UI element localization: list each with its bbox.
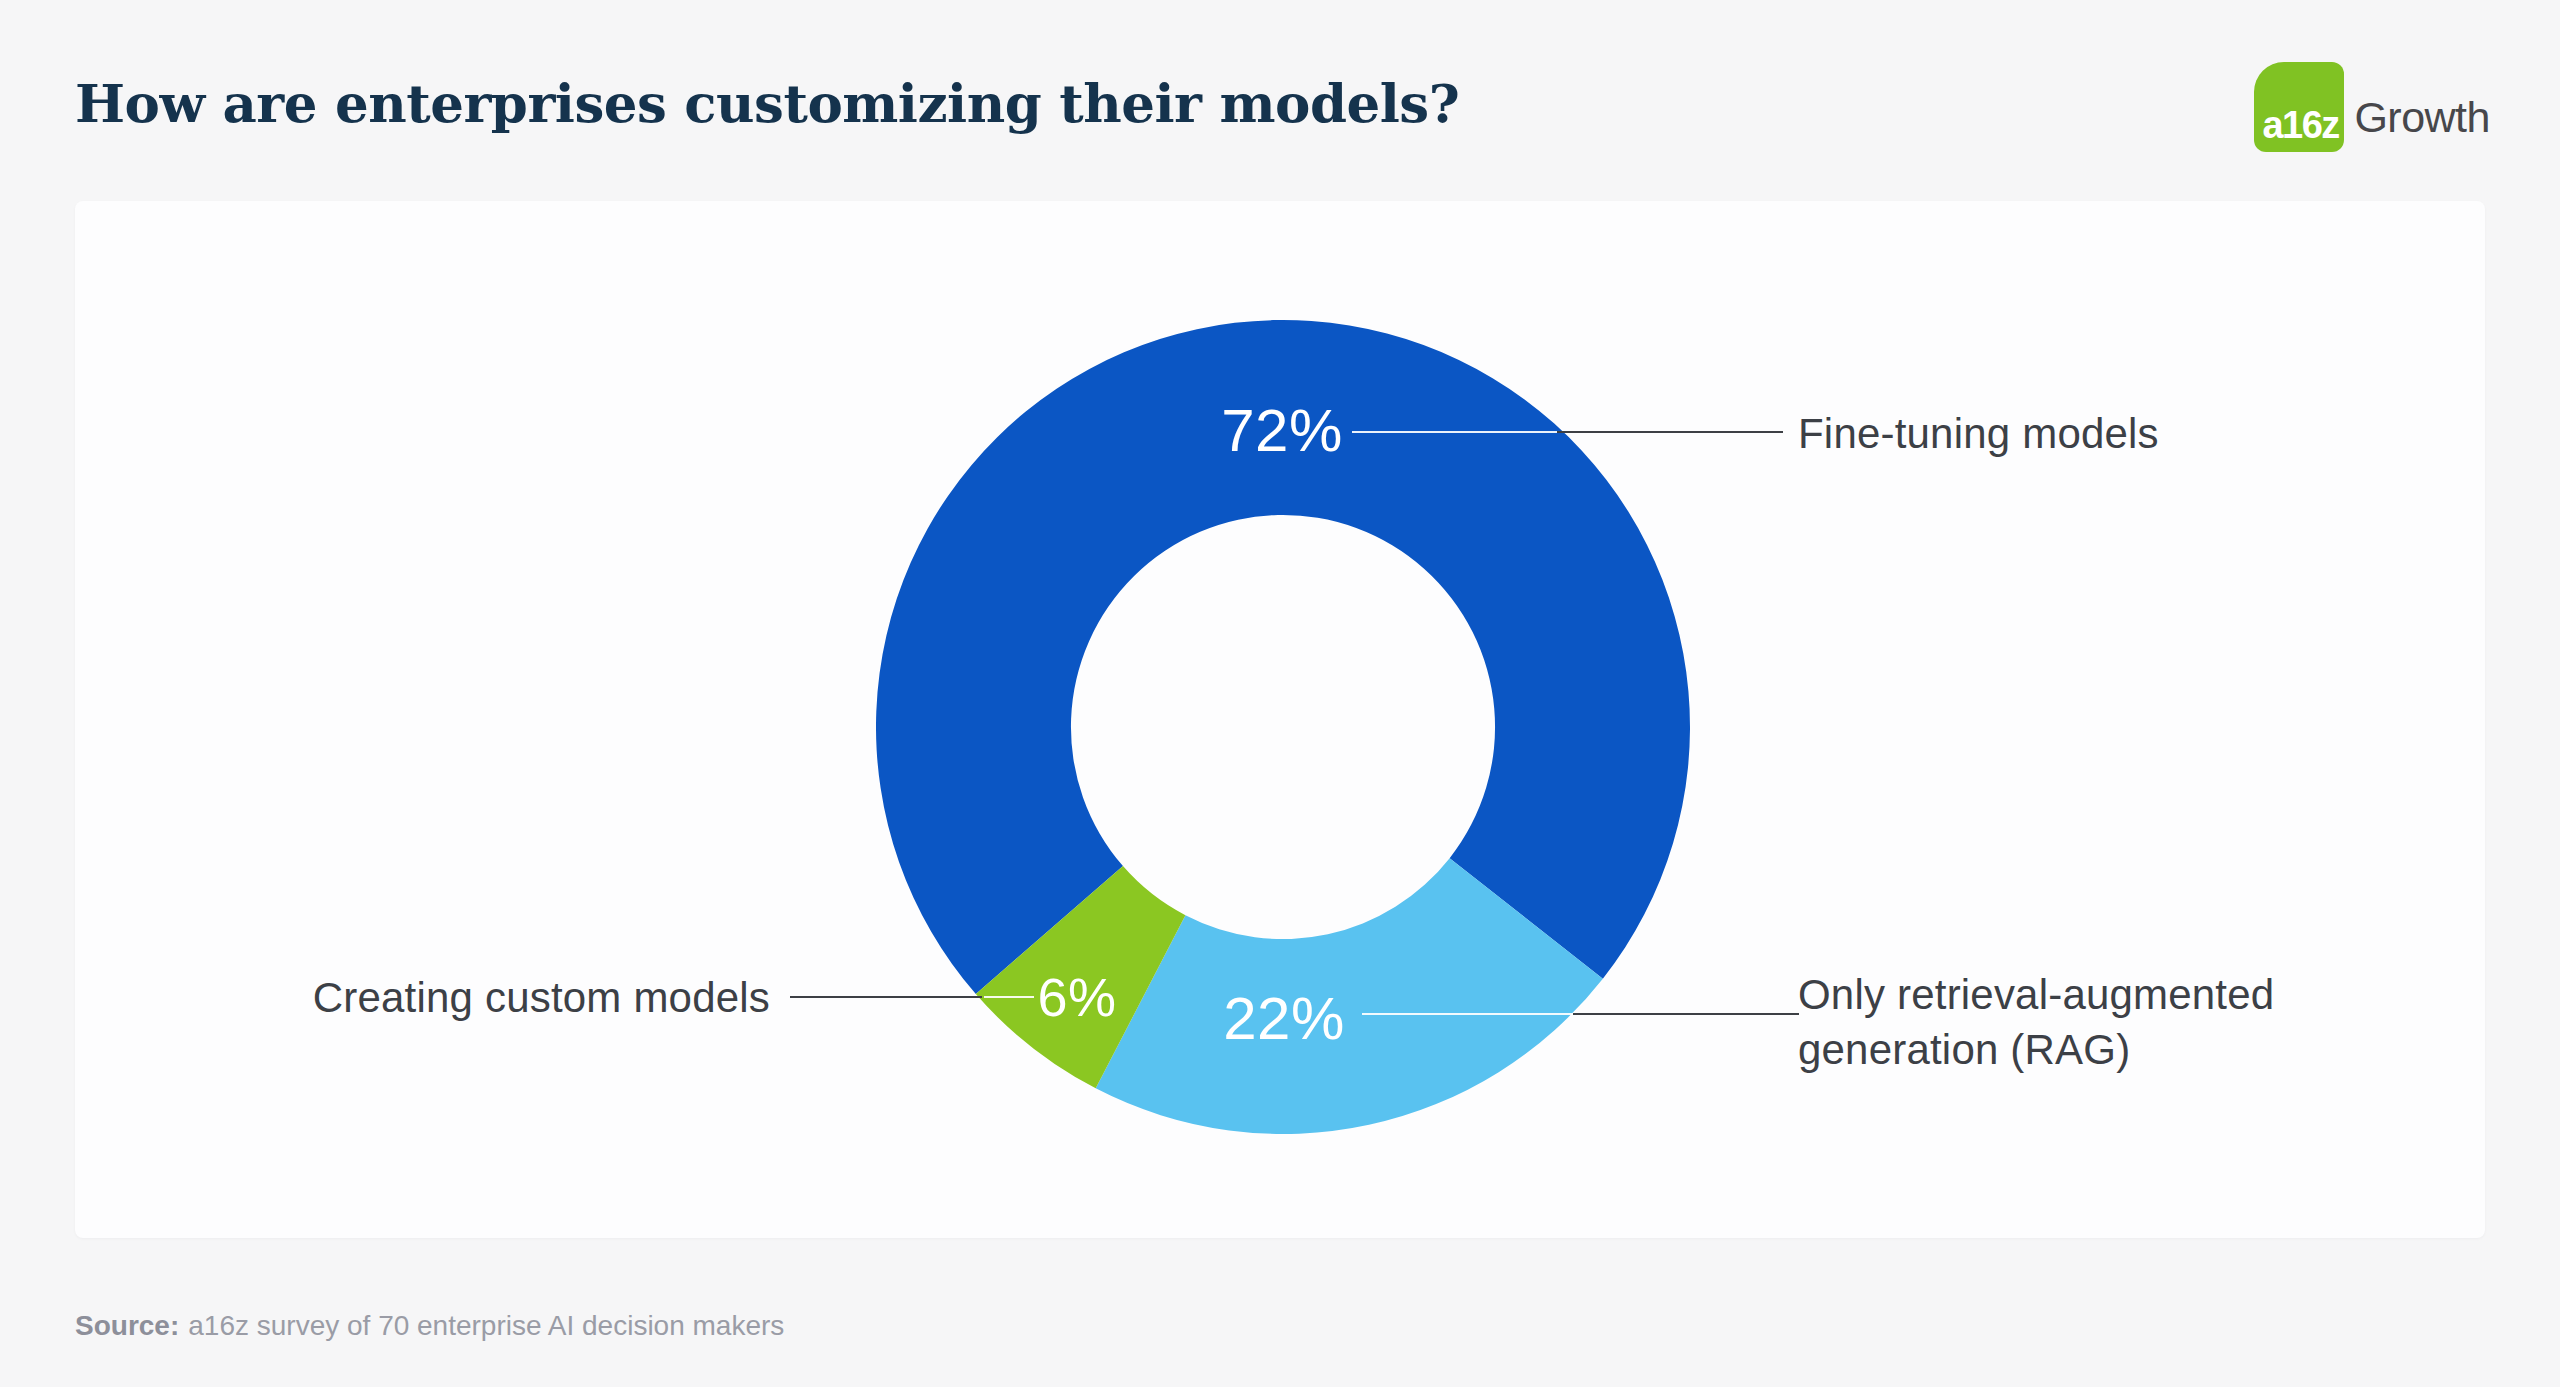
source-note: Source: a16z survey of 70 enterprise AI d… [75, 1310, 784, 1342]
segment-label-custom: Creating custom models [290, 970, 770, 1025]
segment-label-fine-tuning: Fine-tuning models [1798, 406, 2159, 461]
segment-label-rag: Only retrieval-augmented generation (RAG… [1798, 967, 2308, 1077]
chart-card: 72% Fine-tuning models 22% Only retrieva… [75, 201, 2485, 1238]
a16z-logo-badge: a16z [2254, 62, 2344, 152]
a16z-growth-logo: a16z Growth [2254, 62, 2490, 152]
segment-value-custom: 6% [1037, 966, 1116, 1028]
leader-line-custom-outer [790, 996, 982, 998]
a16z-logo-badge-text: a16z [2262, 104, 2338, 147]
segment-value-fine-tuning: 72% [1221, 396, 1343, 465]
leader-line-fine-tuning-inner [1352, 431, 1557, 433]
leader-line-fine-tuning-outer [1557, 431, 1783, 433]
source-text: a16z survey of 70 enterprise AI decision… [188, 1310, 784, 1341]
segment-value-rag: 22% [1223, 984, 1345, 1053]
leader-line-rag-outer [1573, 1013, 1799, 1015]
leader-line-custom-inner [984, 996, 1034, 998]
leader-line-rag-inner [1362, 1013, 1573, 1015]
logo-wordmark: Growth [2354, 93, 2490, 152]
source-prefix: Source: [75, 1310, 179, 1341]
page-title: How are enterprises customizing their mo… [75, 72, 1459, 134]
